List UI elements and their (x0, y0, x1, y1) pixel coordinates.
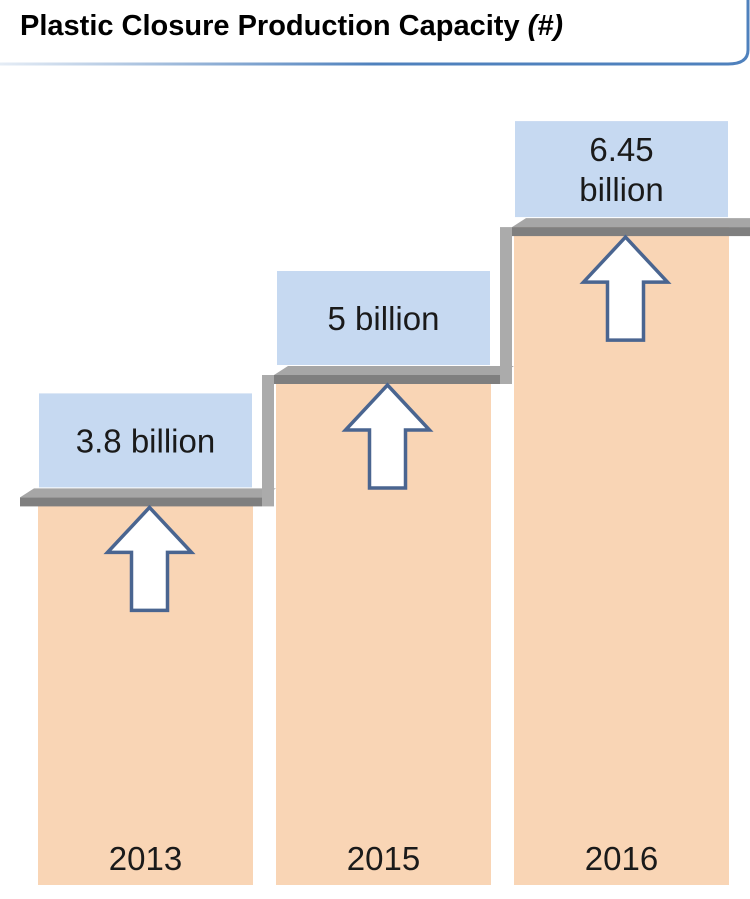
category-label-2015: 2015 (347, 840, 420, 877)
value-label-box (515, 121, 728, 218)
category-labels-layer: 2013 2015 2016 (109, 840, 658, 877)
chart-title-text: Plastic Closure Production Capacity (20, 10, 520, 42)
up-arrow-icon (103, 504, 196, 613)
value-label-box (277, 271, 490, 365)
up-arrow-icon (579, 234, 672, 342)
chart-title: Plastic Closure Production Capacity (#) (20, 10, 563, 43)
step-ledge-top (512, 218, 750, 228)
step-ledge-top (274, 366, 514, 375)
category-label-2013: 2013 (109, 840, 182, 877)
step-ledge-2015 (274, 375, 500, 384)
value-label: 3.8 billion (76, 422, 215, 459)
category-label-2016: 2016 (585, 840, 658, 877)
step-ledge-2016 (512, 227, 750, 237)
value-label-box (39, 393, 252, 488)
value-label: billion (579, 171, 663, 208)
step-ledge-top (20, 488, 276, 498)
step-riser (500, 227, 512, 384)
value-label: 6.45 (589, 131, 653, 168)
arrows-layer (103, 234, 672, 613)
steps-layer (20, 218, 750, 507)
up-arrow-icon (341, 382, 434, 490)
title-underline (0, 0, 750, 66)
step-riser (262, 375, 274, 507)
title-bar: Plastic Closure Production Capacity (#) (0, 0, 750, 70)
step-ledge-2013 (20, 497, 262, 507)
chart-title-unit: (#) (527, 10, 564, 42)
value-label: 5 billion (328, 300, 440, 337)
